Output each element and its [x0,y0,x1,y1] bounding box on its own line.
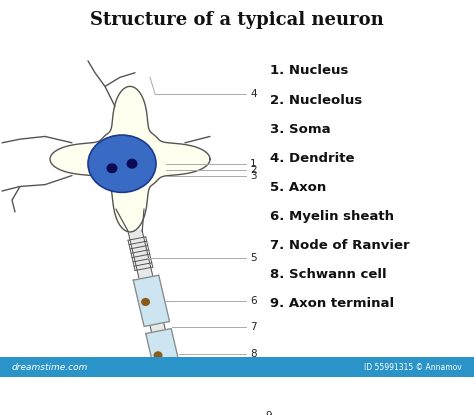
Text: 3: 3 [250,171,256,181]
Polygon shape [158,382,192,415]
Polygon shape [128,230,183,411]
Text: dreamstime.com: dreamstime.com [12,363,88,372]
Text: Structure of a typical neuron: Structure of a typical neuron [90,11,384,29]
Ellipse shape [165,399,174,408]
Polygon shape [133,275,170,327]
Text: 1: 1 [250,159,256,169]
Text: 6: 6 [250,296,256,306]
Ellipse shape [88,135,156,193]
Text: 9: 9 [265,411,272,415]
Bar [0,357,474,378]
Text: 6. Myelin sheath: 6. Myelin sheath [270,210,394,223]
Text: 2. Nucleolus: 2. Nucleolus [270,93,362,107]
Ellipse shape [127,159,137,169]
Text: 2: 2 [250,165,256,175]
Text: 8: 8 [250,349,256,359]
Text: 4. Dendrite: 4. Dendrite [270,152,355,165]
Text: 5: 5 [250,253,256,263]
Text: 1. Nucleus: 1. Nucleus [270,64,348,78]
Text: 5. Axon: 5. Axon [270,181,326,194]
Polygon shape [146,329,182,380]
Text: 4: 4 [250,89,256,99]
Text: 3. Soma: 3. Soma [270,123,331,136]
Text: 8. Schwann cell: 8. Schwann cell [270,268,387,281]
Text: 7: 7 [250,322,256,332]
Polygon shape [50,86,210,232]
Ellipse shape [107,163,118,173]
Ellipse shape [141,298,150,306]
Text: 9. Axon terminal: 9. Axon terminal [270,297,394,310]
Ellipse shape [154,351,163,359]
Text: 7. Node of Ranvier: 7. Node of Ranvier [270,239,410,252]
Text: ID 55991315 © Annamov: ID 55991315 © Annamov [364,363,462,372]
